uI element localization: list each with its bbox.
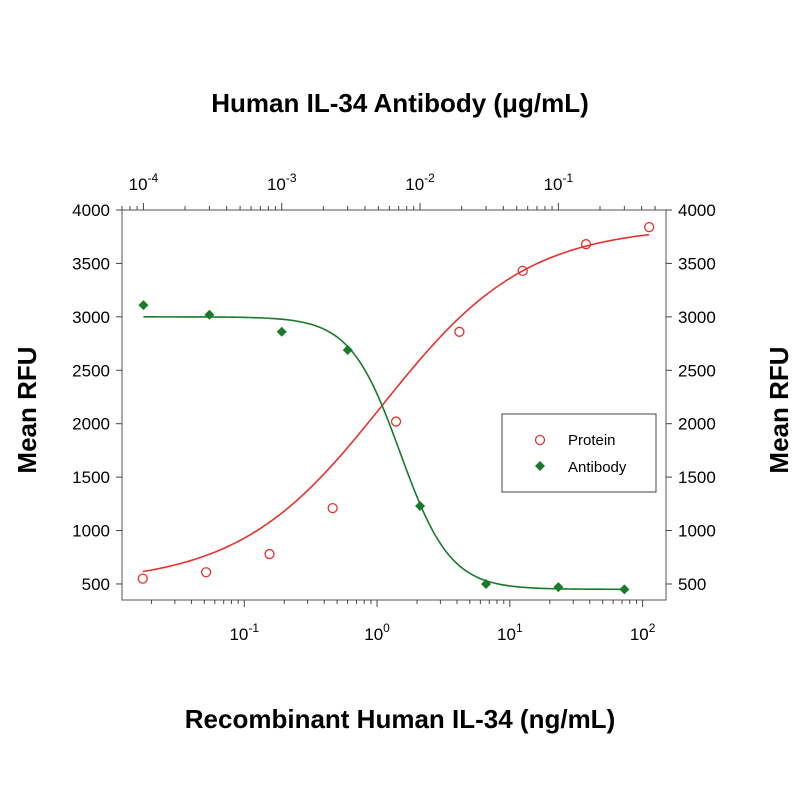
plot-area-frame [121, 209, 667, 601]
y-tick-label-left: 1000 [72, 522, 110, 541]
legend-antibody-label: Antibody [568, 459, 627, 476]
protein-data-point [454, 326, 465, 337]
protein-data-point [644, 221, 655, 233]
legend-protein-label: Protein [568, 432, 616, 449]
protein-data-point [580, 239, 592, 250]
y-tick-label-left: 2500 [72, 361, 110, 380]
y-tick-label-left: 3500 [72, 254, 110, 273]
y-tick-label-right: 500 [678, 575, 706, 594]
legend-protein-marker [534, 434, 546, 446]
right-axis-title: Mean RFU [764, 346, 794, 473]
y-tick-label-left: 1500 [72, 468, 110, 487]
x-bottom-tick-label: 101 [497, 621, 523, 644]
antibody-data-point [342, 344, 353, 355]
y-tick-label-right: 4000 [678, 201, 716, 220]
legend-box [501, 413, 657, 493]
x-top-tick-label: 10-1 [544, 171, 574, 194]
x-bottom-tick-label: 10-1 [229, 621, 259, 644]
antibody-data-point [553, 582, 564, 593]
antibody-data-point [276, 326, 287, 337]
y-tick-label-right: 2500 [678, 361, 716, 380]
x-bottom-tick-label: 102 [630, 621, 656, 644]
data-points-layer [137, 221, 655, 595]
antibody-fit-curve [143, 316, 625, 591]
protein-data-point [137, 573, 148, 584]
y-tick-label-left: 4000 [72, 201, 110, 220]
y-tick-label-right: 1500 [678, 468, 716, 487]
protein-data-point [264, 548, 275, 560]
y-tick-label-left: 2000 [72, 415, 110, 434]
antibody-data-point [481, 578, 492, 589]
protein-data-point [517, 265, 528, 277]
y-tick-label-right: 1000 [678, 522, 716, 541]
x-top-tick-label: 10-3 [267, 171, 297, 194]
y-tick-label-left: 500 [82, 575, 110, 594]
fit-curves-layer [142, 233, 650, 591]
x-top-tick-label: 10-4 [129, 171, 159, 194]
antibody-data-point [204, 309, 215, 320]
y-tick-label-right: 3000 [678, 308, 716, 327]
y-tick-label-right: 3500 [678, 254, 716, 273]
x-top-tick-label: 10-2 [405, 171, 435, 194]
legend-antibody-marker [535, 461, 545, 471]
antibody-data-point [415, 500, 426, 511]
y-tick-label-right: 2000 [678, 415, 716, 434]
protein-data-point [200, 567, 212, 578]
antibody-data-point [619, 584, 630, 595]
left-axis-title: Mean RFU [12, 346, 42, 473]
antibody-data-point [138, 300, 149, 311]
protein-fit-curve [142, 233, 650, 573]
protein-data-point [327, 502, 338, 514]
x-bottom-tick-label: 100 [364, 621, 390, 644]
legend: Protein Antibody [501, 413, 657, 493]
axes-layer: 500 500 1000 1000 1500 1500 2000 2000 2500 2500 30… [72, 171, 716, 644]
top-axis-title: Human IL-34 Antibody (μg/mL) [211, 88, 588, 118]
y-tick-label-left: 3000 [72, 308, 110, 327]
bottom-axis-title: Recombinant Human IL-34 (ng/mL) [185, 704, 615, 734]
protein-data-point [390, 416, 402, 427]
